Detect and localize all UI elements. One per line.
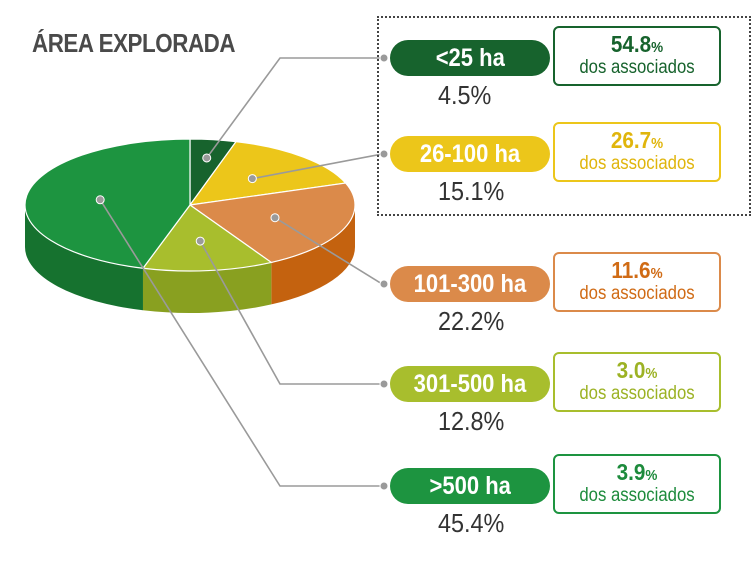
leader-end-dot-0 bbox=[379, 53, 389, 63]
pie-side-3 bbox=[142, 262, 272, 313]
associados-value: 26.7% bbox=[610, 127, 664, 153]
chart-title: ÁREA EXPLORADA bbox=[32, 28, 236, 58]
leader-lines bbox=[95, 53, 389, 491]
associados-box-0: 54.8% dos associados bbox=[553, 26, 721, 86]
associados-label: dos associados bbox=[579, 57, 695, 78]
leader-end-dot-2 bbox=[379, 279, 389, 289]
pie-slice-4 bbox=[24, 138, 191, 269]
pie-slice-3 bbox=[141, 204, 273, 272]
leader-dot-2 bbox=[270, 213, 280, 223]
area-percentage-1: 15.1% bbox=[438, 176, 505, 206]
leader-dot-1 bbox=[247, 174, 257, 184]
pie-side-2 bbox=[271, 205, 355, 305]
category-label: 26-100 ha bbox=[419, 139, 521, 168]
category-pill-2: 101-300 ha bbox=[390, 266, 550, 302]
leader-end-dot-4 bbox=[379, 481, 389, 491]
associados-label: dos associados bbox=[579, 485, 695, 506]
associados-label: dos associados bbox=[579, 383, 695, 404]
pie-side-walls bbox=[25, 205, 355, 313]
leader-line-4 bbox=[99, 199, 382, 487]
category-label: 101-300 ha bbox=[413, 269, 527, 298]
area-percentage-0: 4.5% bbox=[438, 80, 492, 110]
leader-end-dot-1 bbox=[379, 149, 389, 159]
highlight-box bbox=[377, 16, 751, 216]
category-pill-3: 301-500 ha bbox=[390, 366, 550, 402]
category-pill-1: 26-100 ha bbox=[390, 136, 550, 172]
category-pill-4: >500 ha bbox=[390, 468, 550, 504]
area-percentage-3: 12.8% bbox=[438, 406, 505, 436]
leader-end-dot-3 bbox=[379, 379, 389, 389]
associados-box-3: 3.0% dos associados bbox=[553, 352, 721, 412]
leader-line-1 bbox=[252, 153, 383, 180]
pie-slice-1 bbox=[188, 140, 347, 206]
leader-dot-0 bbox=[202, 153, 212, 163]
associados-label: dos associados bbox=[579, 283, 695, 304]
category-label: <25 ha bbox=[435, 43, 505, 72]
associados-value: 54.8% bbox=[610, 31, 664, 57]
associados-value: 11.6% bbox=[611, 257, 663, 283]
associados-box-2: 11.6% dos associados bbox=[553, 252, 721, 312]
associados-box-4: 3.9% dos associados bbox=[553, 454, 721, 514]
category-label: >500 ha bbox=[429, 471, 511, 500]
pie-top-faces bbox=[24, 138, 356, 272]
associados-label: dos associados bbox=[579, 153, 695, 174]
area-percentage-4: 45.4% bbox=[438, 508, 505, 538]
associados-value: 3.0% bbox=[616, 357, 658, 383]
leader-line-2 bbox=[274, 217, 383, 285]
area-percentage-2: 22.2% bbox=[438, 306, 505, 336]
leader-dot-4 bbox=[95, 195, 105, 205]
category-pill-0: <25 ha bbox=[390, 40, 550, 76]
pie-side-4 bbox=[25, 205, 143, 311]
associados-value: 3.9% bbox=[616, 459, 658, 485]
leader-dot-3 bbox=[195, 236, 205, 246]
leader-line-0 bbox=[206, 57, 382, 159]
leader-line-3 bbox=[199, 240, 382, 385]
category-label: 301-500 ha bbox=[413, 369, 527, 398]
associados-box-1: 26.7% dos associados bbox=[553, 122, 721, 182]
